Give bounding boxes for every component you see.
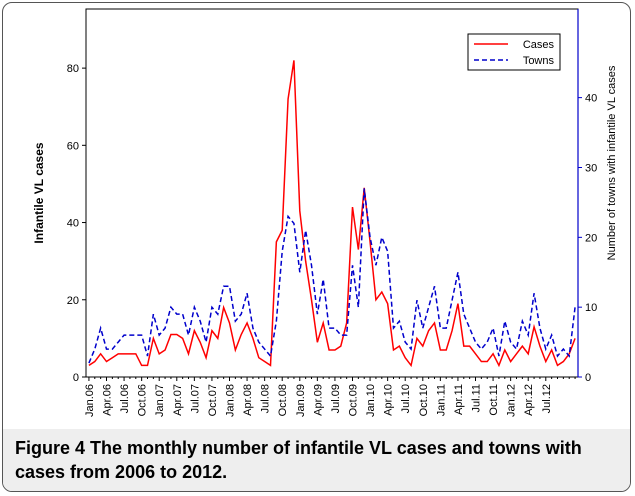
x-tick-label: Apr.08 [242, 384, 254, 416]
caption-text: The monthly number of infantile VL cases… [15, 438, 582, 482]
y2-axis-label: Number of towns with infantile VL cases [606, 65, 618, 260]
y2-tick-label: 10 [585, 302, 597, 314]
x-tick-label: Oct.07 [207, 384, 219, 416]
legend-label: Cases [523, 39, 555, 51]
y2-tick-label: 30 [585, 163, 597, 175]
figure-label: Figure 4 [15, 438, 86, 458]
x-tick-label: Jul.12 [541, 384, 553, 413]
x-tick-label: Jan.06 [84, 384, 96, 417]
line-series [88, 188, 576, 364]
line-series [88, 60, 576, 368]
x-tick-label: Oct.08 [277, 384, 289, 416]
x-tick-label: Oct.10 [418, 384, 430, 416]
legend-label: Towns [523, 55, 555, 67]
chart: 0 20 40 60 80 0 10 20 30 40 Jan.06 Apr.06 Jul.06 Oct.… [32, 8, 618, 417]
caption: Figure 4 The monthly number of infantile… [3, 429, 630, 491]
x-tick-label: Jul.08 [260, 384, 272, 413]
y2-tick-label: 40 [585, 93, 597, 105]
y2-tick-label: 20 [585, 232, 597, 244]
y-axis-label: Infantile VL cases [32, 142, 46, 243]
x-tick-label: Oct.06 [137, 384, 149, 416]
y-tick-label: 0 [73, 372, 79, 384]
x-tick-label: Jan.12 [506, 384, 518, 417]
x-tick-label: Oct.09 [348, 384, 360, 416]
legend [467, 33, 561, 71]
x-tick-label: Apr.06 [102, 384, 114, 416]
x-tick-label: Jul.10 [400, 384, 412, 413]
x-tick-label: Apr.10 [383, 384, 395, 416]
x-tick-label: Jan.11 [435, 384, 447, 416]
x-tick-label: Oct.11 [488, 384, 500, 416]
x-tick-label: Jul.07 [189, 384, 201, 413]
x-tick-label: Jan.08 [225, 384, 237, 417]
y-tick-label: 80 [67, 63, 79, 75]
y-tick-label: 40 [67, 218, 79, 230]
figure-frame: 0 20 40 60 80 0 10 20 30 40 Jan.06 Apr.06 Jul.06 Oct.… [2, 2, 631, 492]
x-tick-label: Apr.09 [312, 384, 324, 416]
x-tick-label: Jul.06 [119, 384, 131, 413]
x-tick-label: Apr.07 [172, 384, 184, 416]
x-tick-label: Jul.09 [330, 384, 342, 413]
x-tick-label: Apr.11 [453, 384, 465, 415]
x-tick-label: Jan.09 [295, 384, 307, 417]
y2-tick-label: 0 [585, 372, 591, 384]
x-tick-label: Jul.11 [471, 384, 483, 413]
y-tick-label: 60 [67, 140, 79, 152]
x-tick-label: Jan.10 [365, 384, 377, 417]
y-tick-label: 20 [67, 295, 79, 307]
x-tick-label: Jan.07 [154, 384, 166, 417]
x-tick-label: Apr.12 [523, 384, 535, 416]
